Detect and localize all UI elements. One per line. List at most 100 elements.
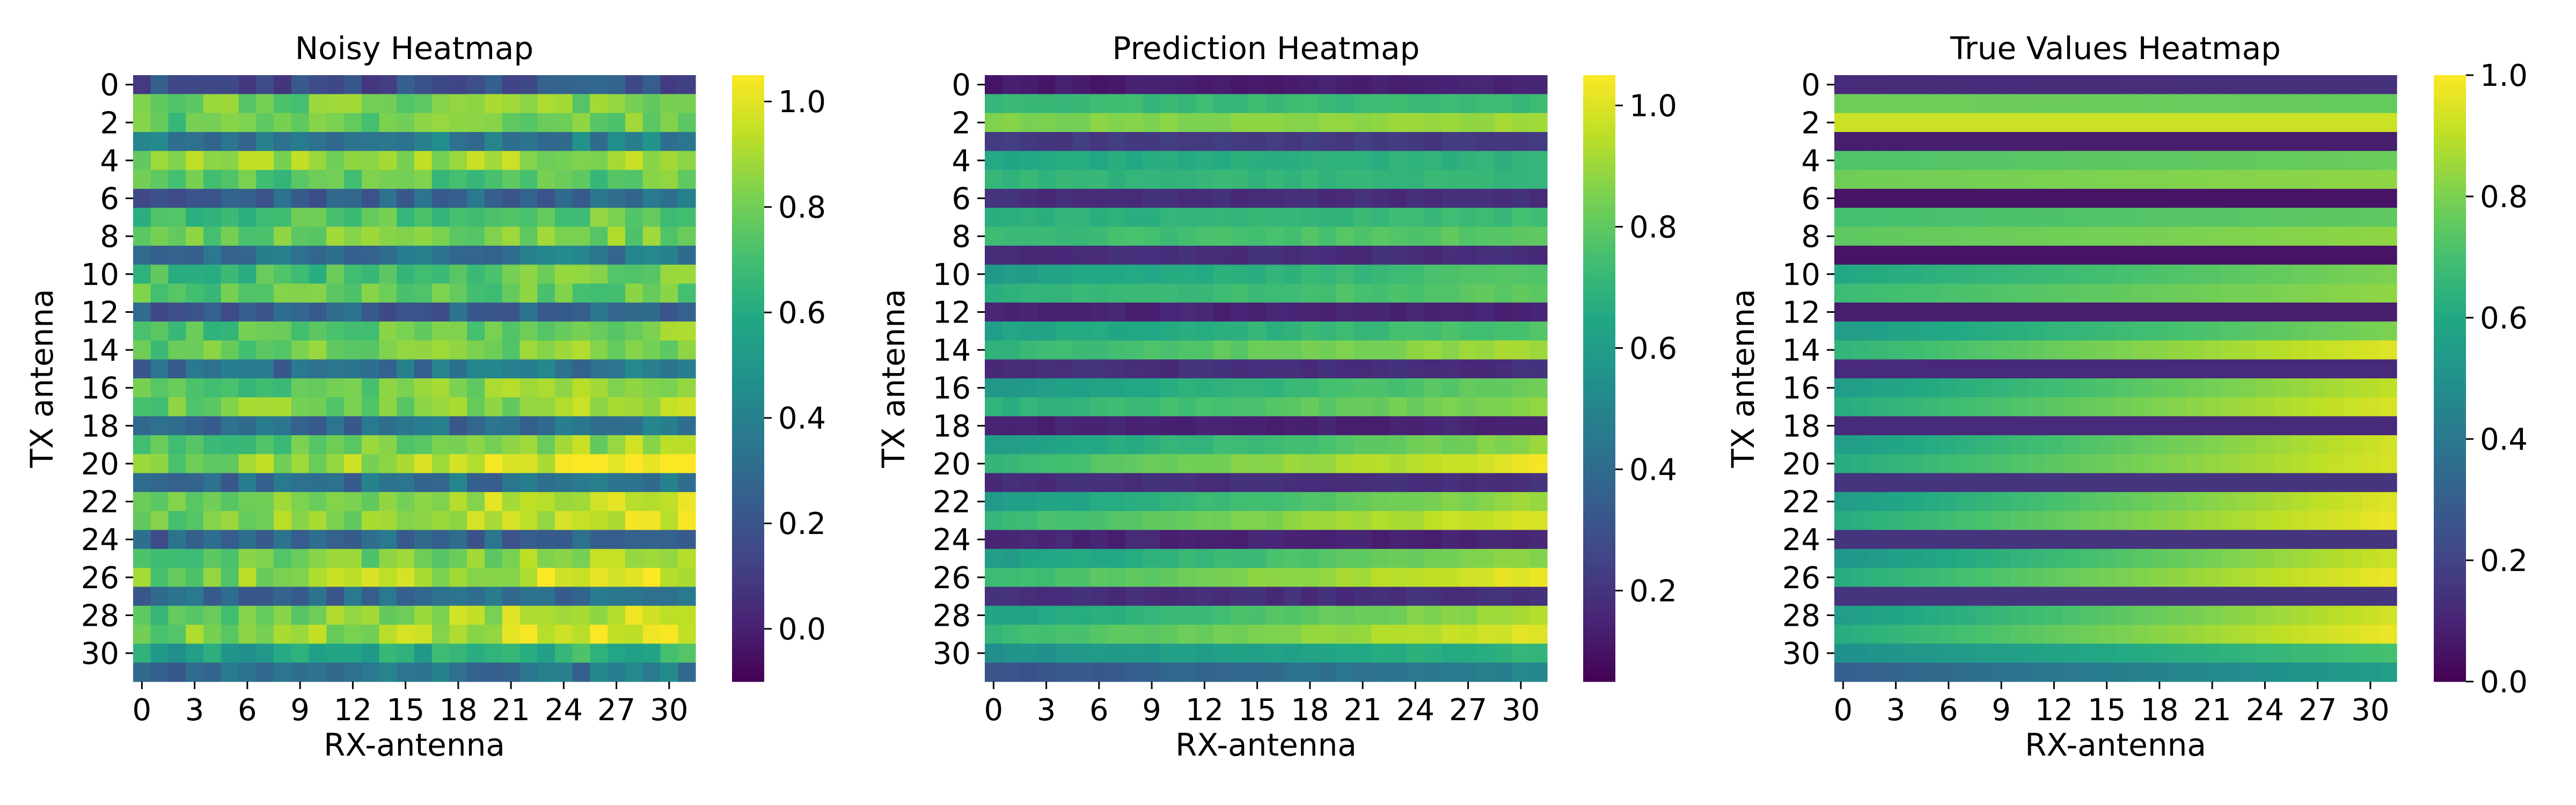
heatmap-cell (572, 131, 591, 151)
heatmap-cell (678, 265, 696, 284)
heatmap-cell (1851, 530, 1870, 550)
heatmap-cell (150, 302, 169, 322)
heatmap-cell (1196, 75, 1214, 94)
colorbar-segment (1583, 297, 1615, 303)
heatmap-cell (2080, 662, 2098, 682)
heatmap-cell (1922, 435, 1941, 455)
heatmap-cell (572, 397, 591, 417)
heatmap-cell (2326, 265, 2345, 284)
heatmap-cell (467, 265, 485, 284)
heatmap-cell (1020, 625, 1038, 644)
heatmap-cell (221, 492, 239, 511)
heatmap-cell (537, 416, 555, 436)
heatmap-cell (2045, 473, 2063, 493)
heatmap-cell (2291, 170, 2309, 189)
heatmap-cell (1002, 340, 1021, 360)
heatmap-cell (379, 94, 397, 114)
heatmap-cell (397, 208, 415, 228)
heatmap-cell (1336, 473, 1355, 493)
heatmap-cell (2379, 151, 2397, 171)
heatmap-cell (502, 605, 521, 625)
heatmap-cell (2150, 643, 2169, 663)
heatmap-cell (1992, 131, 2011, 151)
heatmap-cell (642, 265, 661, 284)
colorbar-segment (1583, 241, 1615, 247)
heatmap-cell (397, 625, 415, 644)
heatmap-cell (555, 151, 573, 171)
heatmap-cell (431, 321, 450, 341)
heatmap-cell (660, 662, 678, 682)
heatmap-cell (1494, 587, 1513, 606)
heatmap-cell (2062, 75, 2081, 94)
heatmap-cell (1494, 397, 1513, 417)
heatmap-cell (1301, 625, 1319, 644)
heatmap-cell (2238, 662, 2257, 682)
heatmap-cell (537, 283, 555, 303)
heatmap-cell (397, 302, 415, 322)
heatmap-cell (361, 170, 380, 189)
heatmap-cell (1283, 131, 1302, 151)
heatmap-cell (537, 548, 555, 568)
heatmap-cell (344, 473, 362, 493)
heatmap-cell (625, 454, 643, 474)
heatmap-cell (1940, 208, 1958, 228)
colorbar-segment (732, 535, 764, 540)
heatmap-cell (291, 625, 310, 644)
heatmap-cell (168, 548, 186, 568)
heatmap-cell (1108, 492, 1126, 511)
heatmap-cell (678, 492, 696, 511)
heatmap-cell (1869, 548, 1887, 568)
heatmap-cell (519, 245, 538, 265)
heatmap-cell (1992, 94, 2011, 114)
heatmap-cell (1529, 662, 1548, 682)
heatmap-cell (2028, 511, 2046, 531)
heatmap-cell (572, 151, 591, 171)
heatmap-cell (678, 226, 696, 246)
heatmap-cell (150, 208, 169, 228)
y-tick-label: 30 (1782, 636, 1820, 671)
heatmap-cell (1336, 188, 1355, 208)
heatmap-cell (2080, 568, 2098, 588)
heatmap-cell (1072, 321, 1091, 341)
x-tick-label: 3 (1886, 693, 1906, 728)
heatmap-cell (1407, 548, 1425, 568)
heatmap-cell (133, 473, 151, 493)
colorbar-segment (732, 393, 764, 399)
heatmap-cell (1196, 378, 1214, 398)
heatmap-cell (1160, 245, 1179, 265)
heatmap-cell (1441, 151, 1460, 171)
colorbar-segment (732, 383, 764, 389)
heatmap-cell (2062, 131, 2081, 151)
heatmap-cell (2309, 548, 2327, 568)
colorbar-segment (2434, 176, 2466, 182)
heatmap-cell (1869, 643, 1887, 663)
heatmap-cell (379, 473, 397, 493)
heatmap-cell (1975, 416, 1993, 436)
heatmap-cell (2326, 170, 2345, 189)
x-tick-label: 21 (492, 693, 530, 728)
heatmap-cell (2379, 587, 2397, 606)
heatmap-cell (2098, 473, 2116, 493)
heatmap-cell (238, 94, 257, 114)
heatmap-cell (1441, 359, 1460, 379)
heatmap-cell (2080, 454, 2098, 474)
heatmap-cell (1887, 643, 1905, 663)
heatmap-cell (1160, 397, 1179, 417)
heatmap-cell (186, 245, 204, 265)
heatmap-cell (625, 662, 643, 682)
heatmap-cell (1231, 151, 1249, 171)
heatmap-cell (1231, 226, 1249, 246)
heatmap-cell (590, 94, 608, 114)
heatmap-cell (625, 568, 643, 588)
heatmap-cell (1301, 435, 1319, 455)
heatmap-cell (1143, 151, 1161, 171)
heatmap-cell (2203, 131, 2222, 151)
heatmap-cell (291, 94, 310, 114)
heatmap-cell (625, 283, 643, 303)
heatmap-cell (1125, 151, 1144, 171)
heatmap-cell (1957, 283, 1975, 303)
heatmap-cell (572, 283, 591, 303)
heatmap-cell (1424, 208, 1443, 228)
heatmap-cell (2309, 113, 2327, 133)
heatmap-cell (186, 265, 204, 284)
